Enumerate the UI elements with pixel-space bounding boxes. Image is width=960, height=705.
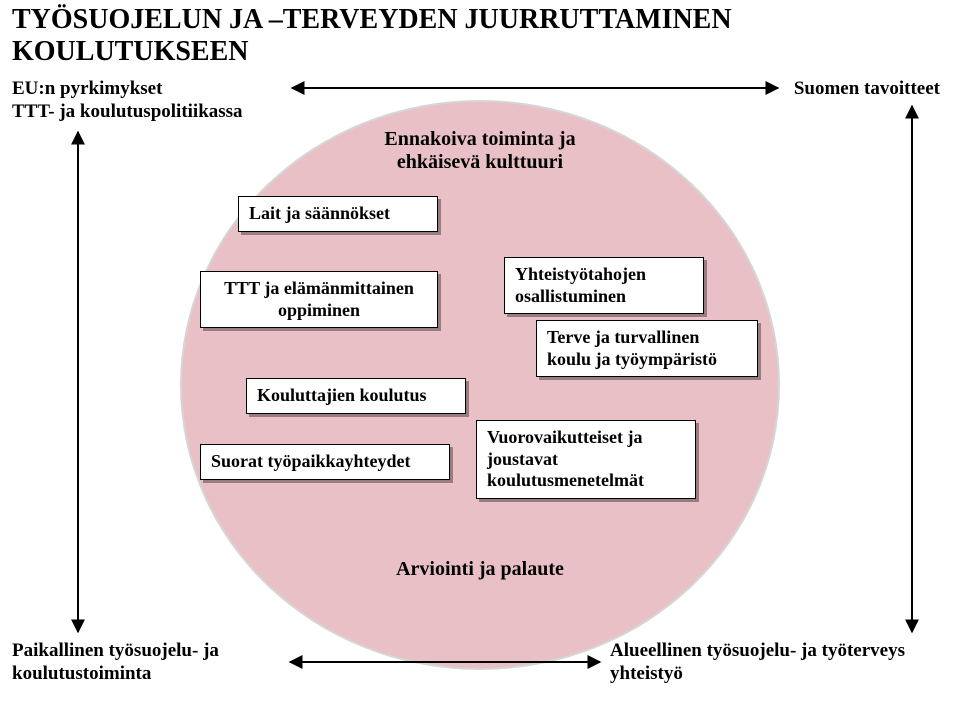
box-interactive-line3: koulutusmenetelmät: [487, 470, 644, 490]
title-line2: KOULUTUKSEEN: [12, 36, 249, 67]
box-trainers: Kouluttajien koulutus: [246, 378, 466, 414]
box-lifelong-line2: oppiminen: [278, 300, 360, 320]
box-stakeholders-line1: Yhteistyötahojen: [515, 264, 646, 284]
box-trainers-text: Kouluttajien koulutus: [257, 385, 427, 405]
bottom-left: Paikallinen työsuojelu- ja koulutustoimi…: [12, 640, 282, 686]
bottom-right: Alueellinen työsuojelu- ja työterveys yh…: [610, 640, 950, 686]
caption-top: Ennakoiva toiminta ja ehkäisevä kulttuur…: [350, 128, 610, 174]
box-stakeholders-line2: osallistuminen: [515, 286, 626, 306]
box-direct-text: Suorat työpaikkayhteydet: [211, 451, 411, 471]
box-stakeholders: Yhteistyötahojen osallistuminen: [504, 257, 704, 314]
box-direct: Suorat työpaikkayhteydet: [200, 444, 450, 480]
bottom-left-line2: koulutustoiminta: [12, 663, 151, 684]
box-safe-school-line2: koulu ja työympäristö: [547, 349, 717, 369]
bottom-right-line1: Alueellinen työsuojelu- ja työterveys: [610, 640, 905, 661]
box-safe-school-line1: Terve ja turvallinen: [547, 327, 699, 347]
bottom-right-line2: yhteistyö: [610, 663, 683, 684]
page-title: TYÖSUOJELUN JA –TERVEYDEN JUURRUTTAMINEN…: [12, 4, 912, 68]
box-interactive: Vuorovaikutteiset ja joustavat koulutusm…: [476, 420, 696, 499]
bottom-left-line1: Paikallinen työsuojelu- ja: [12, 640, 219, 661]
heading-left-line1: EU:n pyrkimykset: [12, 78, 162, 99]
box-laws: Lait ja säännökset: [238, 196, 438, 232]
box-laws-text: Lait ja säännökset: [249, 203, 390, 223]
box-safe-school: Terve ja turvallinen koulu ja työympäris…: [536, 320, 758, 377]
title-line1: TYÖSUOJELUN JA –TERVEYDEN JUURRUTTAMINEN: [12, 4, 732, 35]
box-interactive-line1: Vuorovaikutteiset ja: [487, 427, 643, 447]
caption-bottom: Arviointi ja palaute: [350, 558, 610, 581]
box-lifelong: TTT ja elämänmittainen oppiminen: [200, 271, 438, 328]
box-lifelong-line1: TTT ja elämänmittainen: [224, 278, 414, 298]
heading-right-text: Suomen tavoitteet: [794, 78, 940, 99]
heading-right: Suomen tavoitteet: [680, 78, 940, 101]
caption-top-line2: ehkäisevä kulttuuri: [397, 151, 563, 173]
caption-bottom-text: Arviointi ja palaute: [396, 558, 564, 580]
box-interactive-line2: joustavat: [487, 449, 558, 469]
caption-top-line1: Ennakoiva toiminta ja: [384, 128, 575, 150]
heading-left-line2: TTT- ja koulutuspolitiikassa: [12, 101, 243, 122]
heading-left: EU:n pyrkimykset TTT- ja koulutuspolitii…: [12, 78, 292, 124]
